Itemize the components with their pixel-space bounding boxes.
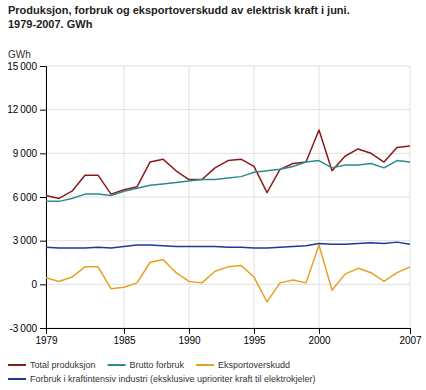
tick: 15 000 <box>7 61 46 72</box>
tick: 9 000 <box>13 148 46 159</box>
tick-mark <box>410 328 411 334</box>
grid-line <box>46 66 410 67</box>
series-line <box>46 245 410 302</box>
y-axis-label: GWh <box>8 49 31 60</box>
tick: 2007 <box>399 328 422 346</box>
tick-mark <box>40 66 46 67</box>
series-line <box>46 242 410 248</box>
legend-label: Total produksjon <box>30 360 96 370</box>
series-line <box>46 161 410 202</box>
tick-mark <box>124 328 125 334</box>
grid-line <box>254 66 255 328</box>
grid-line <box>46 197 410 198</box>
tick-label: 1990 <box>178 335 201 346</box>
tick: -3 000 <box>9 323 46 334</box>
tick: 6 000 <box>13 192 46 203</box>
y-axis: -3 000 0 3 000 6 000 9 000 12 000 15 000 <box>7 61 46 334</box>
legend-label: Eksportoverskudd <box>218 360 290 370</box>
tick-mark <box>40 284 46 285</box>
tick-label: 2000 <box>308 335 331 346</box>
tick-label: 1995 <box>243 335 266 346</box>
axis-domain <box>47 329 411 335</box>
tick-label: -3 000 <box>9 323 37 334</box>
tick-mark <box>319 328 320 334</box>
legend-item: Forbruk i kraftintensiv industri (eksklu… <box>8 374 316 384</box>
tick-mark <box>40 197 46 198</box>
tick-label: 1985 <box>113 335 136 346</box>
grid-line <box>46 153 410 154</box>
grid-line <box>46 240 410 241</box>
grid-line <box>189 66 190 328</box>
legend-label: Forbruk i kraftintensiv industri (eksklu… <box>30 374 316 384</box>
tick: 1985 <box>113 328 136 346</box>
chart: Produksjon, forbruk og eksportoverskudd … <box>0 0 426 390</box>
legend-item: Brutto forbruk <box>108 360 185 370</box>
legend-swatch <box>8 364 26 366</box>
grid-line <box>410 66 411 328</box>
tick: 12 000 <box>7 104 46 115</box>
grid-line <box>46 109 410 110</box>
legend: Total produksjon Brutto forbruk Eksportove… <box>8 360 316 384</box>
tick: 1979 <box>35 328 58 346</box>
tick-label: 15 000 <box>7 61 37 72</box>
tick-mark <box>40 328 46 329</box>
tick-label: 12 000 <box>7 104 37 115</box>
grid-line <box>319 66 320 328</box>
grid-line <box>124 66 125 328</box>
tick-label: 2007 <box>399 335 422 346</box>
tick: 2000 <box>308 328 331 346</box>
subtitle: 1979-2007. GWh <box>8 18 93 30</box>
lines <box>46 130 410 302</box>
tick-label: 9 000 <box>13 148 38 159</box>
tick-mark <box>40 241 46 242</box>
legend-swatch <box>8 378 26 380</box>
tick: 1995 <box>243 328 266 346</box>
legend-item: Total produksjon <box>8 360 96 370</box>
tick-label: 6 000 <box>13 192 38 203</box>
tick: 0 <box>31 279 46 290</box>
tick: 3 000 <box>13 235 46 246</box>
tick-mark <box>254 328 255 334</box>
legend-label: Brutto forbruk <box>130 360 185 370</box>
legend-item: Eksportoverskudd <box>196 360 290 370</box>
tick-mark <box>40 110 46 111</box>
titles: Produksjon, forbruk og eksportoverskudd … <box>8 4 350 30</box>
legend-swatch <box>108 364 126 366</box>
tick-label: 3 000 <box>13 235 38 246</box>
tick-label: 0 <box>31 279 37 290</box>
grid-line <box>46 284 410 285</box>
x-axis: 1979 1985 1990 1995 2000 2007 <box>35 328 422 346</box>
tick-mark <box>40 153 46 154</box>
tick-label: 1979 <box>35 335 58 346</box>
tick: 1990 <box>178 328 201 346</box>
legend-swatch <box>196 364 214 366</box>
grid <box>46 66 410 328</box>
axis-domain <box>40 67 47 329</box>
tick-mark <box>189 328 190 334</box>
title: Produksjon, forbruk og eksportoverskudd … <box>8 4 350 16</box>
